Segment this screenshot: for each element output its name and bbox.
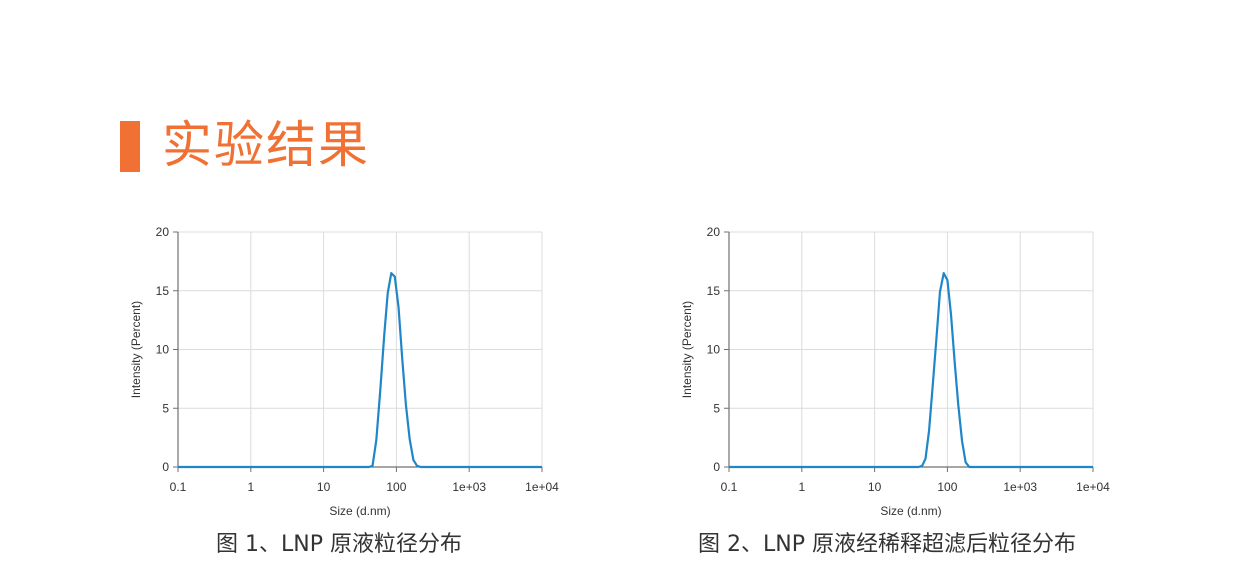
chart-1-svg: 0.1 1 10 100 1e+03 1e+04 0 5 10 15 20 Size (d.nm) In… <box>129 225 559 518</box>
x-axis-label: Size (d.nm) <box>880 504 941 518</box>
size-distribution-chart-2: 0.1 1 10 100 1e+03 1e+04 0 5 10 15 20 Size (d.nm) In… <box>679 218 1124 520</box>
section-title: 实验结果 <box>162 116 370 174</box>
y-tick-label: 20 <box>156 225 170 239</box>
distribution-curve <box>178 272 542 469</box>
y-tick-label: 15 <box>707 284 721 298</box>
x-axis-label: Size (d.nm) <box>329 504 390 518</box>
y-tick-label: 10 <box>707 343 721 357</box>
x-tick-label: 10 <box>317 480 331 494</box>
x-tick-label: 10 <box>868 480 882 494</box>
y-tick-label: 20 <box>707 225 721 239</box>
x-tick-label: 1e+04 <box>1076 480 1110 494</box>
size-distribution-chart-1: 0.1 1 10 100 1e+03 1e+04 0 5 10 15 20 Size (d.nm) In… <box>128 218 573 520</box>
x-tick-label: 1 <box>798 480 805 494</box>
y-tick-label: 10 <box>156 343 170 357</box>
x-tick-label: 1e+04 <box>525 480 559 494</box>
distribution-curve <box>729 272 1093 469</box>
x-tick-label: 1e+03 <box>452 480 486 494</box>
section-title-accent-bar <box>120 121 140 172</box>
y-tick-label: 15 <box>156 284 170 298</box>
y-tick-label: 5 <box>162 401 169 415</box>
y-tick-label: 0 <box>162 460 169 474</box>
chart-2-caption: 图 2、LNP 原液经稀释超滤后粒径分布 <box>698 532 1076 557</box>
chart-1-caption: 图 1、LNP 原液粒径分布 <box>216 532 462 557</box>
x-tick-label: 0.1 <box>721 480 738 494</box>
y-tick-label: 5 <box>713 401 720 415</box>
x-tick-label: 100 <box>386 480 406 494</box>
x-tick-label: 1e+03 <box>1003 480 1037 494</box>
y-axis-label: Intensity (Percent) <box>680 301 694 398</box>
x-tick-label: 0.1 <box>170 480 187 494</box>
x-tick-label: 100 <box>937 480 957 494</box>
x-tick-label: 1 <box>247 480 254 494</box>
chart-2-svg: 0.1 1 10 100 1e+03 1e+04 0 5 10 15 20 Size (d.nm) In… <box>680 225 1110 518</box>
y-tick-label: 0 <box>713 460 720 474</box>
y-axis-label: Intensity (Percent) <box>129 301 143 398</box>
